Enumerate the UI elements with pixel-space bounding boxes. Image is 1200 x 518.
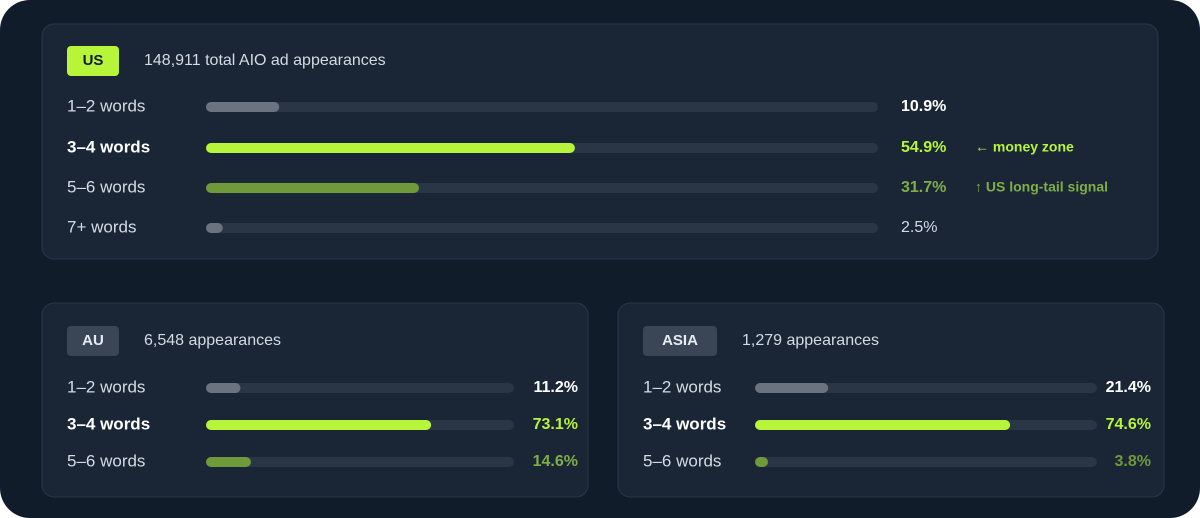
category-label: 3–4 words xyxy=(643,414,726,433)
category-label: 1–2 words xyxy=(67,96,145,115)
subtitle: 1,279 appearances xyxy=(742,332,879,349)
badge xyxy=(643,326,717,356)
value-label: 14.6% xyxy=(533,453,578,470)
value-label: 74.6% xyxy=(1106,416,1151,433)
bar-track xyxy=(206,457,514,467)
subtitle: 6,548 appearances xyxy=(144,332,281,349)
bar-track xyxy=(206,102,878,112)
badge-label: AU xyxy=(82,332,104,349)
value-label: 11.2% xyxy=(534,379,578,396)
value-label: 54.9% xyxy=(901,139,946,156)
bar xyxy=(206,223,223,233)
bar xyxy=(206,102,280,112)
panel xyxy=(41,23,1159,260)
value-label: 10.9% xyxy=(901,98,946,115)
subtitle: 148,911 total AIO ad appearances xyxy=(144,52,386,69)
category-label: 5–6 words xyxy=(643,451,721,470)
value-label: 2.5% xyxy=(901,219,937,236)
category-label: 3–4 words xyxy=(67,137,150,156)
bar xyxy=(206,420,432,430)
annotation: ↑ US long-tail signal xyxy=(975,179,1108,195)
bar-track xyxy=(206,383,514,393)
badge-label: US xyxy=(83,52,104,69)
bar xyxy=(206,183,420,193)
bar-track xyxy=(755,457,1097,467)
value-label: 21.4% xyxy=(1106,379,1151,396)
badge xyxy=(67,46,119,76)
annotation: ← money zone xyxy=(975,139,1074,155)
bar-track xyxy=(755,383,1097,393)
panel xyxy=(617,302,1165,498)
category-label: 1–2 words xyxy=(643,377,721,396)
bar-track xyxy=(206,223,878,233)
bar xyxy=(755,383,829,393)
category-label: 1–2 words xyxy=(67,377,145,396)
bar xyxy=(755,420,1011,430)
bar xyxy=(206,457,251,467)
category-label: 7+ words xyxy=(67,217,136,236)
badge xyxy=(67,326,119,356)
category-label: 5–6 words xyxy=(67,451,145,470)
value-label: 73.1% xyxy=(533,416,578,433)
bar xyxy=(206,143,575,153)
value-label: 3.8% xyxy=(1115,453,1151,470)
value-label: 31.7% xyxy=(901,179,946,196)
bar xyxy=(755,457,768,467)
category-label: 5–6 words xyxy=(67,177,145,196)
bar xyxy=(206,383,241,393)
category-label: 3–4 words xyxy=(67,414,150,433)
badge-label: ASIA xyxy=(662,332,698,349)
panel xyxy=(41,302,589,498)
